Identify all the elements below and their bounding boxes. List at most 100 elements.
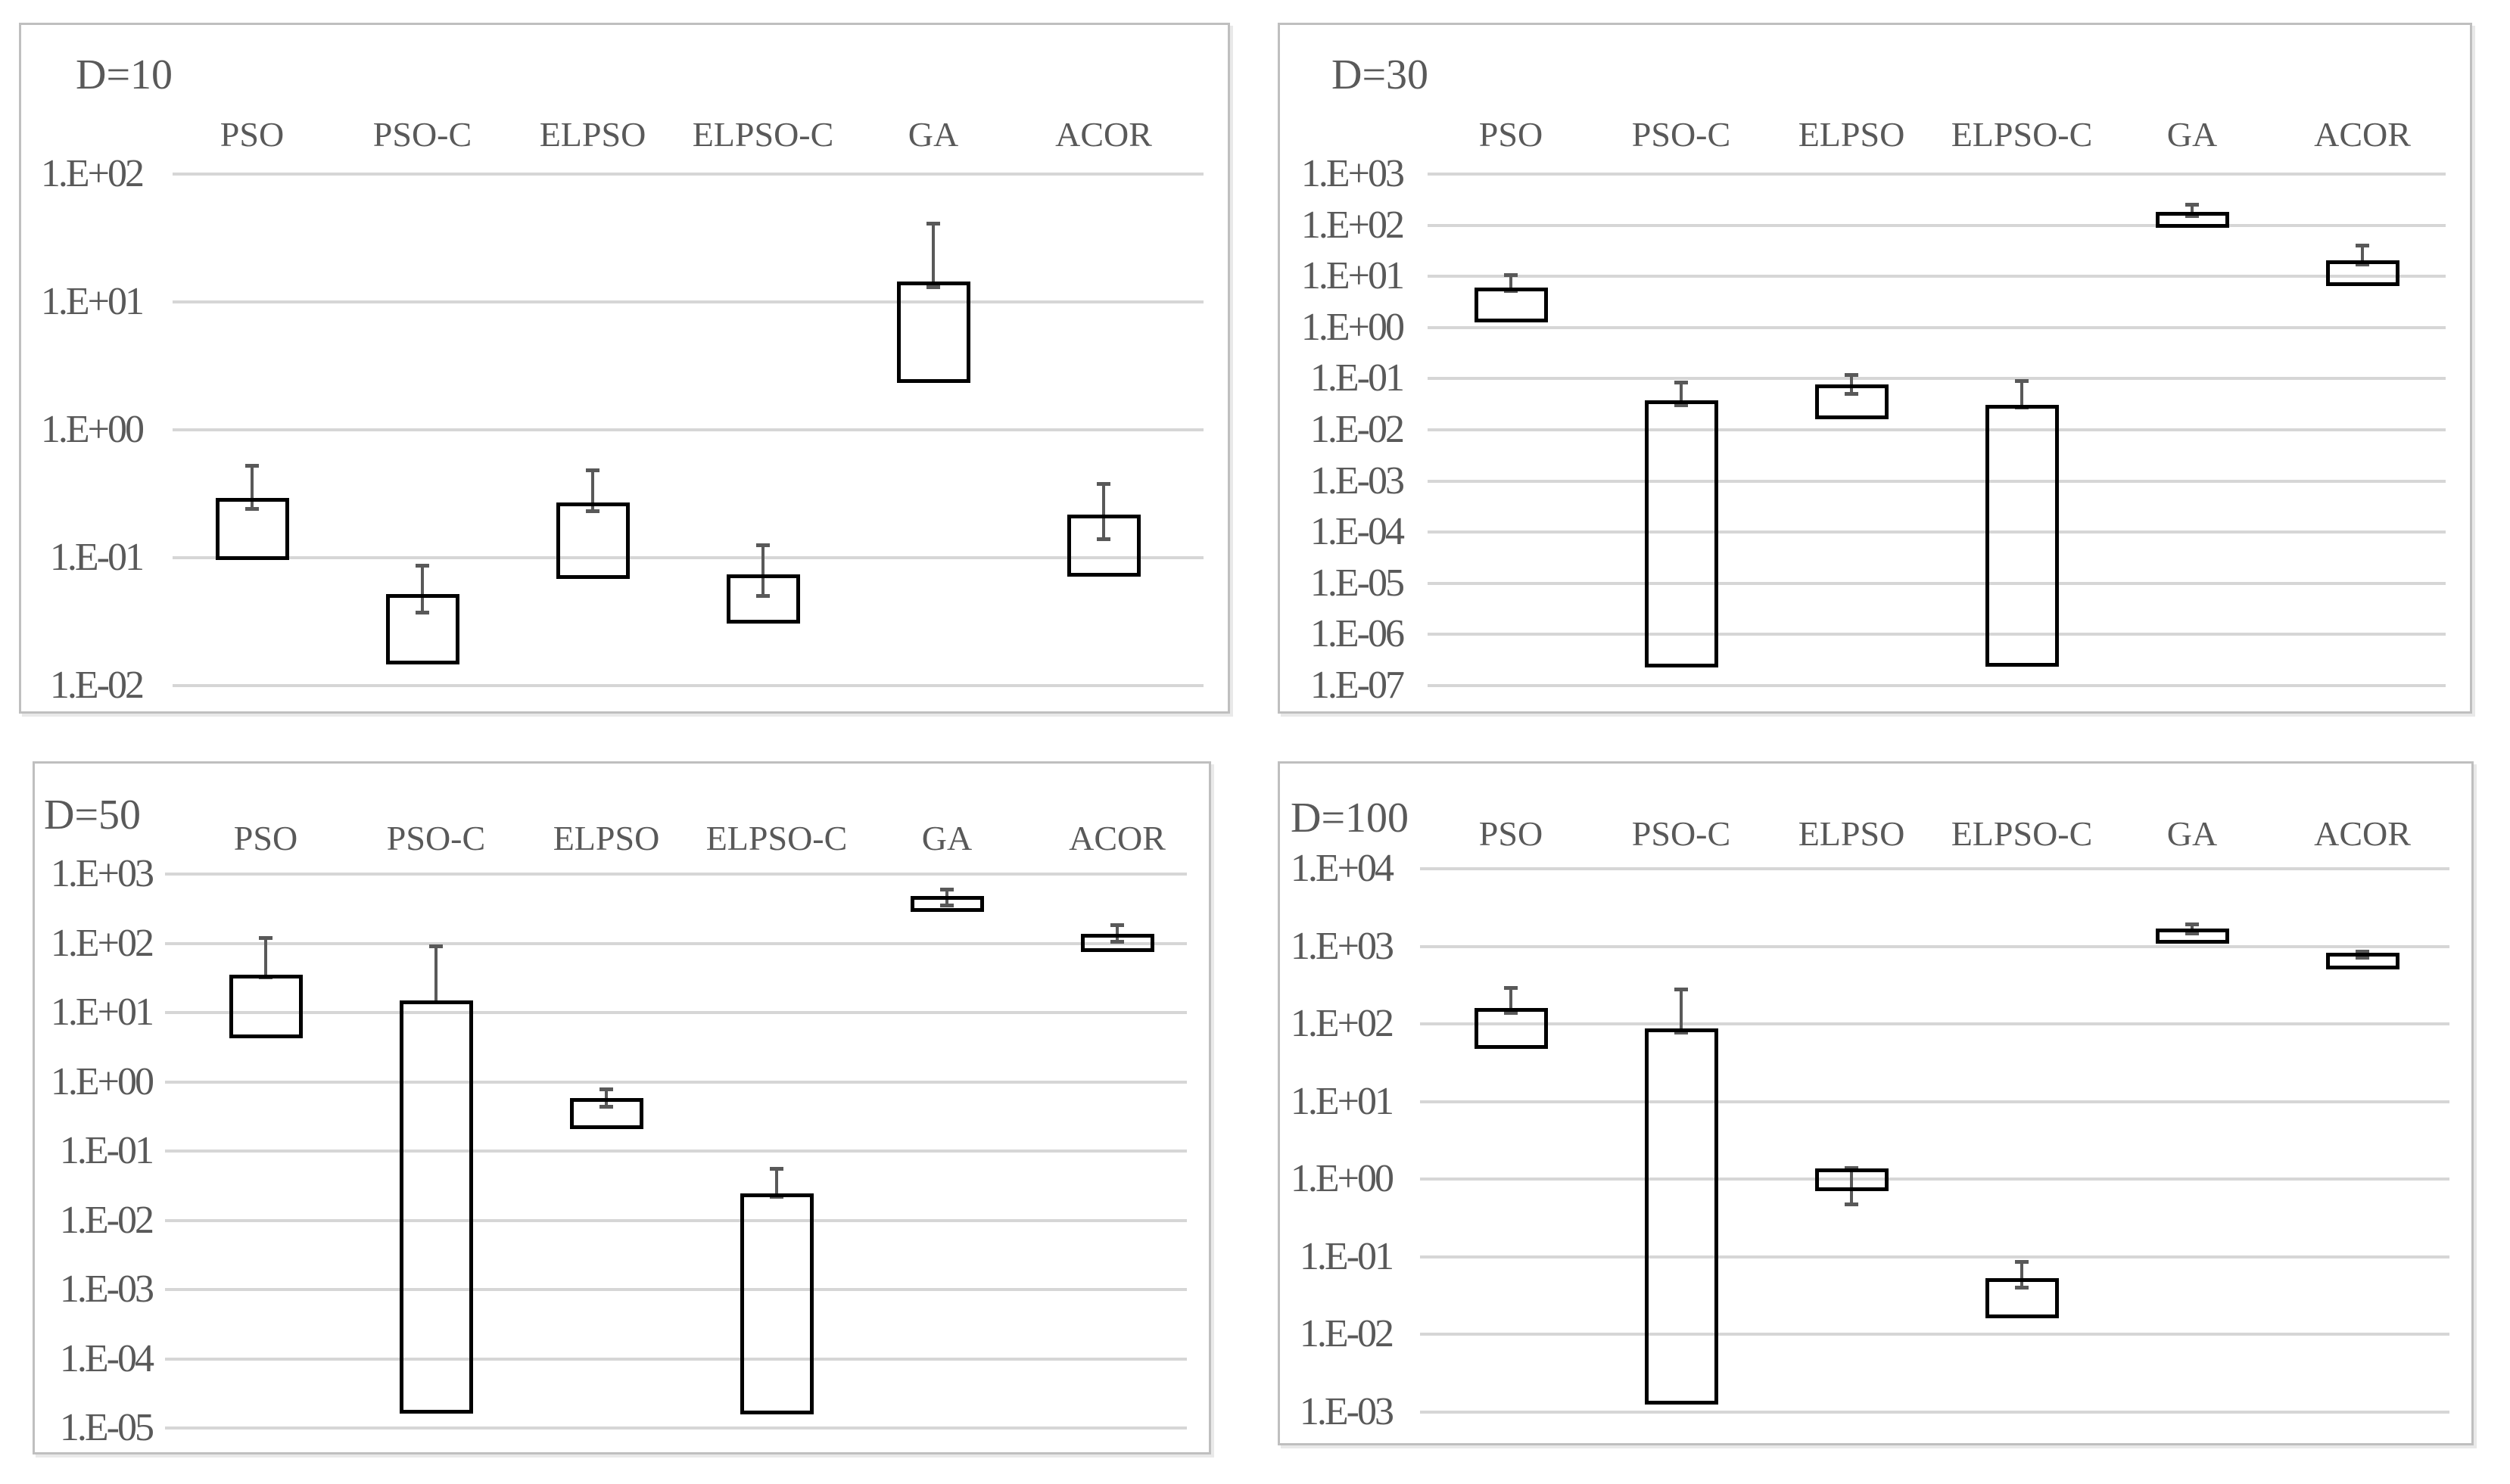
column-header-elpso-c: ELPSO-C bbox=[692, 115, 834, 154]
gridline bbox=[1428, 633, 2446, 636]
gridline bbox=[173, 556, 1204, 559]
whisker-cap-top-pso-c bbox=[1674, 988, 1688, 991]
panel-d100: D=100 1.E+04 1.E+03 1.E+02 1.E+01 1.E+00 1.E-… bbox=[1278, 761, 2474, 1445]
column-header-acor: ACOR bbox=[1069, 819, 1166, 857]
y-tick-label: 1.E-03 bbox=[59, 1268, 154, 1311]
gridline bbox=[173, 428, 1204, 431]
box-ga bbox=[897, 282, 970, 383]
whisker-cap-top-pso-c bbox=[429, 944, 443, 948]
whisker-cap-bottom-acor bbox=[2356, 956, 2369, 960]
y-tick-label: 1.E-03 bbox=[1299, 1390, 1394, 1433]
box-pso-c bbox=[1645, 1028, 1718, 1405]
whisker-cap-bottom-elpso bbox=[1845, 1202, 1858, 1206]
whisker-pso bbox=[1509, 275, 1512, 291]
gridline bbox=[1428, 275, 2446, 278]
whisker-cap-bottom-acor bbox=[1097, 537, 1110, 541]
panel-title: D=30 bbox=[1331, 51, 1429, 98]
whisker-cap-bottom-ga bbox=[940, 904, 954, 907]
gridline bbox=[1420, 1178, 2449, 1181]
whisker-pso-c bbox=[421, 565, 424, 613]
y-tick-label: 1.E+03 bbox=[1290, 925, 1394, 968]
gridline bbox=[1420, 1022, 2449, 1025]
gridline bbox=[1428, 173, 2446, 176]
whisker-elpso-c bbox=[2020, 381, 2023, 407]
panel-title: D=50 bbox=[44, 792, 142, 838]
panel-d50: D=50 1.E+03 1.E+02 1.E+01 1.E+00 1.E-01 1.E-0… bbox=[33, 761, 1211, 1454]
gridline bbox=[165, 1219, 1187, 1222]
whisker-cap-top-elpso-c bbox=[756, 543, 770, 547]
plot-area: 1.E+03 1.E+02 1.E+01 1.E+00 1.E-01 1.E-02 1.E-… bbox=[35, 764, 1209, 1452]
whisker-cap-bottom-elpso-c bbox=[756, 594, 770, 598]
box-elpso bbox=[1815, 384, 1889, 419]
column-header-elpso: ELPSO bbox=[553, 819, 660, 857]
whisker-elpso-c bbox=[761, 546, 765, 596]
gridline bbox=[1420, 945, 2449, 948]
y-tick-label: 1.E+01 bbox=[1300, 254, 1405, 297]
y-tick-label: 1.E-02 bbox=[1309, 408, 1405, 451]
gridline bbox=[1428, 224, 2446, 227]
whisker-cap-top-ga bbox=[2185, 922, 2199, 926]
whisker-cap-top-elpso bbox=[586, 468, 599, 472]
whisker-cap-top-acor bbox=[1110, 923, 1124, 927]
whisker-elpso bbox=[1850, 1168, 1853, 1205]
box-elpso-c bbox=[1985, 1278, 2059, 1318]
box-pso bbox=[229, 975, 303, 1038]
gridline bbox=[1428, 480, 2446, 483]
box-pso bbox=[1475, 288, 1548, 322]
column-header-pso-c: PSO-C bbox=[386, 819, 486, 857]
gridline bbox=[165, 1081, 1187, 1084]
panel-title: D=10 bbox=[76, 51, 173, 98]
y-tick-label: 1.E-05 bbox=[1309, 562, 1405, 605]
column-header-pso: PSO bbox=[233, 819, 298, 857]
y-tick-label: 1.E+00 bbox=[1290, 1157, 1394, 1200]
gridline bbox=[165, 873, 1187, 876]
y-tick-label: 1.E+00 bbox=[1300, 306, 1405, 349]
whisker-cap-top-acor bbox=[1097, 482, 1110, 486]
box-ga bbox=[2156, 929, 2229, 944]
whisker-cap-top-elpso-c bbox=[2015, 379, 2029, 383]
gridline bbox=[1428, 582, 2446, 585]
whisker-cap-bottom-pso-c bbox=[1674, 403, 1688, 407]
whisker-cap-bottom-ga bbox=[926, 285, 940, 289]
whisker-cap-top-elpso-c bbox=[770, 1167, 783, 1171]
whisker-cap-top-pso bbox=[1504, 273, 1518, 277]
whisker-elpso bbox=[591, 471, 594, 512]
whisker-cap-top-acor bbox=[2356, 244, 2369, 247]
column-header-elpso: ELPSO bbox=[1798, 814, 1905, 853]
y-tick-label: 1.E-02 bbox=[49, 664, 145, 707]
box-pso bbox=[216, 498, 289, 560]
whisker-pso bbox=[1509, 988, 1512, 1013]
box-elpso bbox=[570, 1098, 643, 1129]
plot-area: 1.E+03 1.E+02 1.E+01 1.E+00 1.E-01 1.E-02 1.E-… bbox=[1280, 25, 2470, 711]
whisker-cap-top-pso bbox=[1504, 986, 1518, 990]
whisker-ga bbox=[932, 223, 935, 287]
whisker-cap-top-elpso bbox=[1845, 373, 1858, 377]
box-acor bbox=[1067, 515, 1141, 577]
column-header-ga: GA bbox=[2166, 814, 2218, 853]
column-header-ga: GA bbox=[921, 819, 973, 857]
whisker-pso-c bbox=[1680, 382, 1683, 406]
y-tick-label: 1.E+02 bbox=[40, 152, 145, 195]
y-tick-label: 1.E-01 bbox=[59, 1129, 154, 1172]
whisker-acor bbox=[1116, 925, 1119, 942]
whisker-pso bbox=[264, 938, 267, 978]
whisker-cap-bottom-elpso-c bbox=[2015, 1286, 2029, 1290]
column-header-elpso-c: ELPSO-C bbox=[1951, 814, 2093, 853]
whisker-cap-top-pso-c bbox=[1674, 381, 1688, 384]
whisker-cap-top-pso bbox=[245, 464, 259, 468]
y-tick-label: 1.E-02 bbox=[1299, 1312, 1394, 1355]
gridline bbox=[165, 942, 1187, 945]
panel-title: D=100 bbox=[1291, 795, 1409, 842]
plot-area: 1.E+04 1.E+03 1.E+02 1.E+01 1.E+00 1.E-01 1.E-… bbox=[1280, 764, 2471, 1443]
whisker-cap-top-elpso bbox=[1845, 1166, 1858, 1170]
whisker-cap-bottom-elpso bbox=[1845, 392, 1858, 396]
whisker-cap-bottom-pso-c bbox=[416, 611, 429, 614]
column-header-pso-c: PSO-C bbox=[1631, 814, 1731, 853]
whisker-cap-top-elpso bbox=[599, 1087, 613, 1091]
y-tick-label: 1.E-04 bbox=[1309, 510, 1405, 553]
y-tick-label: 1.E-03 bbox=[1309, 459, 1405, 502]
whisker-cap-bottom-acor bbox=[1110, 940, 1124, 944]
whisker-elpso-c bbox=[2020, 1262, 2023, 1288]
y-tick-label: 1.E+01 bbox=[40, 280, 145, 323]
